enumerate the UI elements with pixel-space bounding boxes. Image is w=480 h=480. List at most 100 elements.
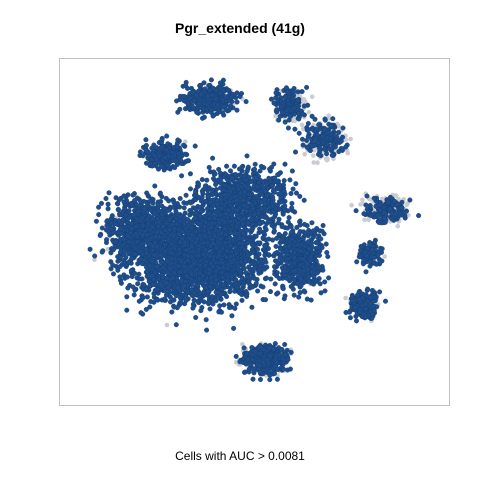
cell-point-high [275, 178, 281, 184]
cell-point-high [96, 204, 102, 210]
cell-point-high [316, 122, 322, 128]
cell-point-high [282, 342, 288, 348]
cell-point-low [349, 202, 354, 208]
cell-point-high [225, 207, 231, 213]
cell-point-high [189, 293, 195, 299]
cell-point-high [304, 137, 310, 143]
cell-point-high [184, 288, 190, 294]
cell-point-high [182, 268, 188, 274]
cell-point-high [114, 200, 120, 206]
cell-point-high [231, 163, 237, 169]
cell-point-high [204, 327, 210, 333]
cell-point-high [254, 184, 260, 190]
cell-point-high [170, 204, 176, 210]
cell-point-high [190, 105, 196, 111]
cell-point-high [316, 145, 322, 151]
cell-point-high [151, 252, 157, 258]
cell-point-high [207, 253, 213, 259]
cell-point-high [218, 176, 224, 182]
cell-point-high [181, 215, 187, 221]
cell-point-high [262, 197, 268, 203]
cell-point-high [191, 297, 197, 303]
cell-point-low [343, 295, 348, 301]
cell-point-high [275, 290, 281, 296]
cell-point-high [260, 284, 266, 290]
cell-point-high [125, 285, 131, 291]
cell-point-high [187, 207, 193, 213]
cell-point-high [268, 96, 274, 102]
cell-point-high [155, 297, 161, 303]
cell-point-high [150, 282, 156, 288]
cell-point-high [241, 215, 247, 221]
cell-point-high [199, 177, 205, 183]
cell-point-low [105, 247, 111, 252]
cell-point-high [227, 219, 233, 225]
cell-point-high [182, 283, 188, 289]
cell-point-high [296, 116, 302, 122]
cell-point-high [267, 166, 273, 172]
cell-point-high [132, 287, 138, 293]
cell-point-high [131, 212, 137, 218]
cell-point-high [319, 134, 325, 140]
cell-point-high [155, 202, 161, 208]
cell-point-high [249, 221, 255, 227]
cell-point-high [239, 164, 245, 170]
cell-point-high [313, 126, 319, 132]
cell-point-high [234, 107, 240, 113]
cell-point-high [87, 246, 93, 252]
cell-point-high [140, 222, 146, 228]
cell-point-high [92, 253, 98, 259]
cell-point-high [201, 114, 207, 120]
cell-point-high [206, 299, 212, 305]
cell-point-high [255, 288, 261, 294]
cell-point-high [338, 138, 344, 144]
cell-point-high [273, 206, 279, 212]
cell-point-high [171, 225, 177, 231]
cell-point-high [196, 204, 202, 210]
cell-point-high [231, 325, 237, 331]
cell-point-high [203, 247, 209, 253]
cell-point-high [221, 103, 227, 109]
cell-point-high [217, 90, 223, 96]
cell-point-high [289, 200, 295, 206]
cell-point-high [174, 98, 180, 104]
cell-point-high [203, 219, 209, 225]
cell-point-high [229, 260, 235, 266]
cell-point-high [103, 195, 109, 201]
cell-point-high [183, 279, 189, 285]
cell-point-high [274, 87, 280, 93]
cell-point-high [218, 231, 224, 237]
cell-point-high [153, 234, 159, 240]
cell-point-high [238, 259, 244, 265]
cell-point-high [203, 317, 209, 323]
cell-point-high [241, 182, 247, 188]
cell-point-high [208, 260, 214, 266]
cell-point-high [126, 259, 132, 265]
cell-point-high [197, 100, 203, 106]
cell-point-high [308, 143, 314, 149]
cell-point-high [232, 171, 238, 177]
cell-point-high [136, 298, 142, 304]
cell-point-high [321, 146, 327, 152]
cell-point-high [183, 247, 189, 253]
cell-point-low [395, 223, 401, 229]
cell-point-high [109, 213, 115, 219]
cell-point-high [162, 242, 168, 248]
cell-point-high [275, 220, 281, 226]
cell-point-high [136, 203, 142, 209]
cell-point-low [326, 113, 332, 118]
cell-point-high [282, 119, 288, 125]
cell-point-high [262, 256, 268, 262]
cell-point-high [275, 172, 281, 178]
cell-point-high [128, 268, 134, 274]
cell-point-high [171, 304, 177, 310]
cell-point-high [190, 249, 196, 255]
cell-point-high [301, 197, 307, 203]
cell-point-high [273, 243, 279, 249]
cell-point-high [300, 136, 306, 142]
cell-point-high [184, 273, 190, 279]
cell-point-high [224, 265, 230, 271]
cell-point-high [225, 87, 231, 93]
cell-point-high [178, 299, 184, 305]
